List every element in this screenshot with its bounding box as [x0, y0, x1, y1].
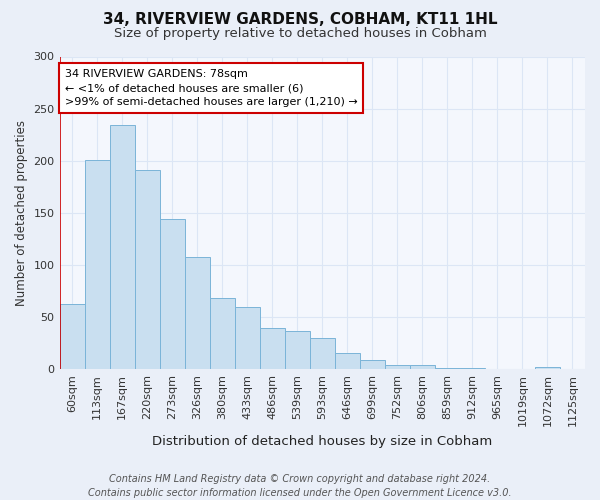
Text: 34 RIVERVIEW GARDENS: 78sqm
← <1% of detached houses are smaller (6)
>99% of sem: 34 RIVERVIEW GARDENS: 78sqm ← <1% of det… [65, 69, 357, 107]
Bar [535, 367, 560, 370]
Bar [460, 368, 485, 370]
Bar [335, 352, 360, 370]
Bar [110, 126, 134, 370]
Text: 34, RIVERVIEW GARDENS, COBHAM, KT11 1HL: 34, RIVERVIEW GARDENS, COBHAM, KT11 1HL [103, 12, 497, 28]
Bar [160, 219, 185, 370]
Bar [209, 298, 235, 370]
Bar [185, 256, 209, 370]
Bar [310, 338, 335, 370]
Text: Size of property relative to detached houses in Cobham: Size of property relative to detached ho… [113, 28, 487, 40]
Bar [435, 368, 460, 370]
X-axis label: Distribution of detached houses by size in Cobham: Distribution of detached houses by size … [152, 434, 493, 448]
Y-axis label: Number of detached properties: Number of detached properties [15, 120, 28, 306]
Bar [85, 160, 110, 370]
Text: Contains HM Land Registry data © Crown copyright and database right 2024.
Contai: Contains HM Land Registry data © Crown c… [88, 474, 512, 498]
Bar [260, 328, 285, 370]
Bar [134, 170, 160, 370]
Bar [59, 304, 85, 370]
Bar [285, 330, 310, 370]
Bar [360, 360, 385, 370]
Bar [235, 306, 260, 370]
Bar [410, 365, 435, 370]
Bar [385, 365, 410, 370]
